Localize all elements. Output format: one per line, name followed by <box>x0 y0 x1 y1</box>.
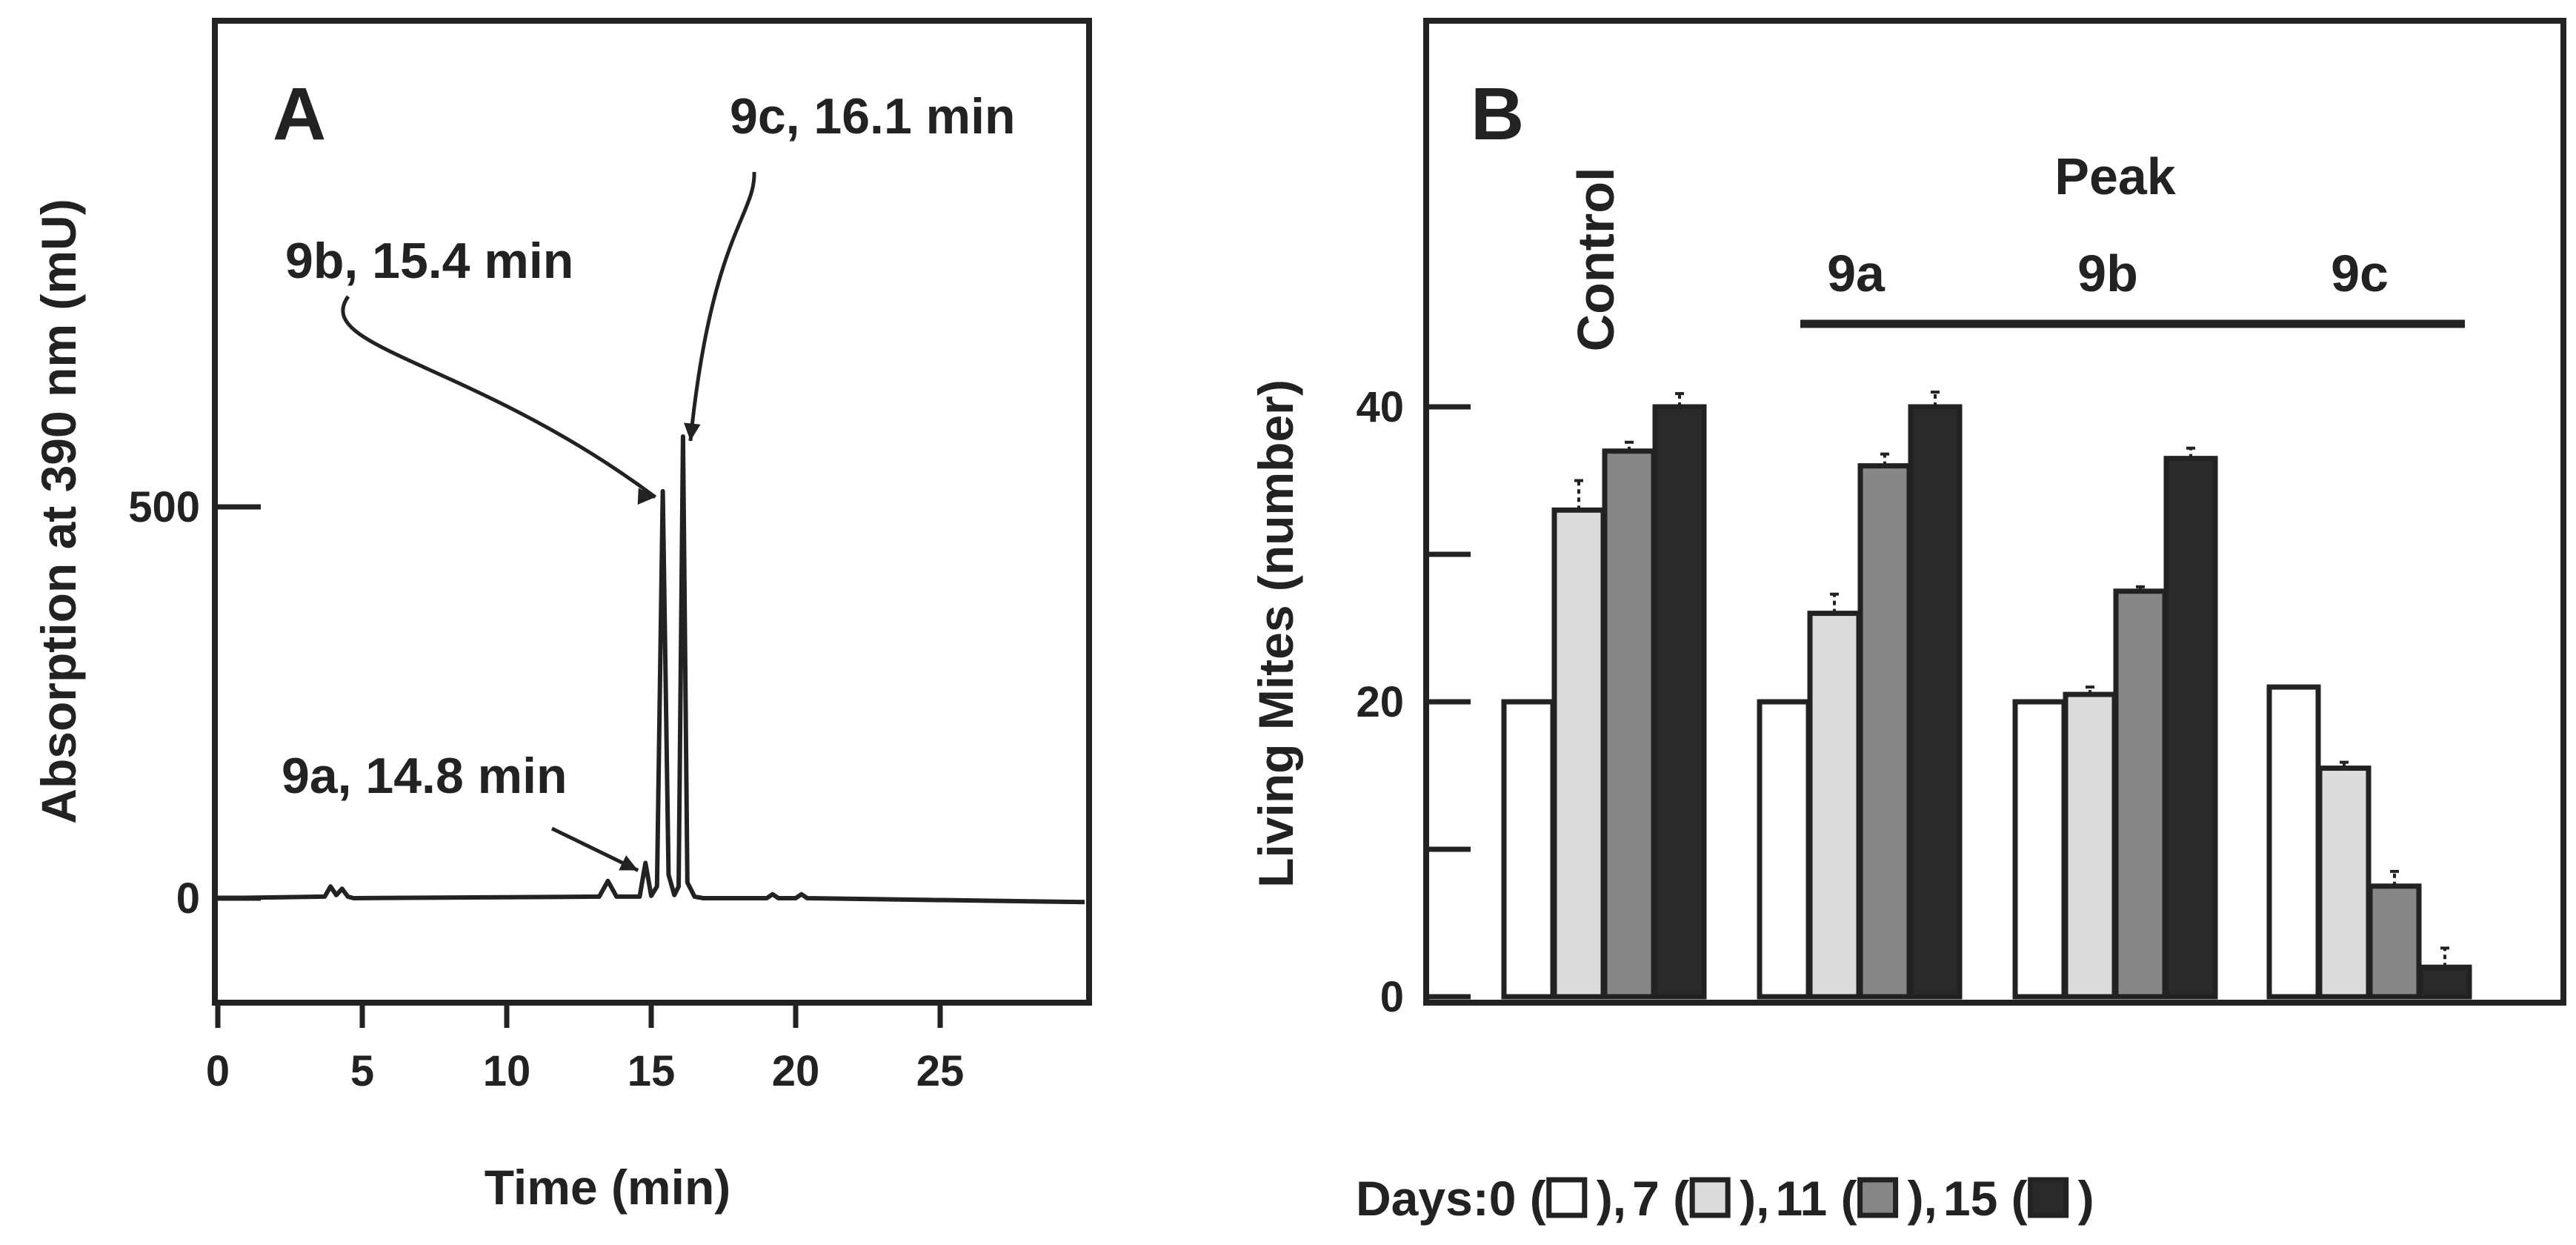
panel-a-y-tick-label: 500 <box>128 483 200 531</box>
panel-a-x-tick-label: 25 <box>916 1047 965 1095</box>
panel-a-letter: A <box>273 73 326 156</box>
panel-a-x-tick-label: 10 <box>483 1047 531 1095</box>
category-label-control: Control <box>1567 167 1625 352</box>
panel-a-y-axis-title: Absorption at 390 nm (mU) <box>31 199 86 823</box>
legend-swatch-0 <box>1546 1177 1588 1218</box>
bar-9c-day-11 <box>2367 883 2422 1000</box>
bar-9c-day-15 <box>2417 964 2472 1000</box>
peak-annotation-arrowhead <box>684 422 701 441</box>
legend-label-11: 11 ( <box>1775 1171 1857 1226</box>
peak-annotation-leader <box>688 171 756 442</box>
panel-b-bars <box>1501 404 2472 1000</box>
panel-b-y-axis-title: Living Mites (number) <box>1248 379 1303 888</box>
bar-9a-day-0 <box>1757 699 1811 1000</box>
category-label-9c: 9c <box>2331 245 2389 302</box>
bar-9b-day-15 <box>2163 456 2218 1000</box>
category-label-9a: 9a <box>1827 245 1886 302</box>
panel-b: B 0 20 40 Control Peak 9a 9b 9c Living Mit… <box>1248 18 2566 1226</box>
panel-b-frame <box>1423 18 2566 1006</box>
legend-close: ), <box>1908 1171 1951 1226</box>
panel-a-frame <box>212 18 1092 1006</box>
bar-9b-day-11 <box>2113 588 2168 1000</box>
peak-annotation-leader <box>341 295 657 499</box>
legend-text: Days: 0 (), 7 (), 11 (), 15 () <box>1356 1171 2094 1226</box>
panel-b-y-tick-label: 40 <box>1356 383 1404 431</box>
legend-swatch-15 <box>2028 1177 2069 1218</box>
bar-control-day-0 <box>1501 699 1556 1000</box>
peak-annotation-arrowhead <box>637 488 656 505</box>
bar-control-day-11 <box>1602 448 1657 1000</box>
panel-a: A 0 500 0 5 10 15 20 25 9a, 14.8 min 9b, 15.4 m… <box>31 18 1092 1215</box>
peak-annotation-label: 9a, 14.8 min <box>282 748 568 804</box>
panel-b-y-tick-label: 20 <box>1356 678 1404 726</box>
panel-b-y-tick-label: 0 <box>1380 973 1404 1021</box>
days-legend: Days: 0 (), 7 (), 11 (), 15 () <box>1356 1171 2094 1226</box>
legend-label-0: 0 ( <box>1489 1171 1546 1226</box>
panel-b-error-bars <box>1574 391 2449 968</box>
bar-9c-day-7 <box>2317 766 2372 1000</box>
panel-a-y-tick-label: 0 <box>176 874 200 923</box>
chromatogram-trace <box>217 434 1085 905</box>
panel-a-x-axis-title: Time (min) <box>485 1160 730 1215</box>
legend-close: ) <box>2078 1171 2094 1226</box>
panel-b-y-ticks: 0 20 40 <box>1356 383 1471 1021</box>
bar-9b-day-0 <box>2012 699 2067 1000</box>
panel-a-x-tick-label: 0 <box>206 1047 230 1095</box>
panel-b-letter: B <box>1471 73 1524 156</box>
panel-a-x-tick-label: 5 <box>350 1047 374 1095</box>
group-header-peak: Peak <box>2054 147 2176 205</box>
legend-swatch-11 <box>1857 1177 1899 1218</box>
bar-9b-day-7 <box>2063 691 2117 1000</box>
bar-control-day-15 <box>1652 404 1707 1000</box>
peak-annotation-arrowhead <box>619 855 639 871</box>
legend-swatch-7 <box>1689 1177 1731 1218</box>
peak-annotation-label: 9b, 15.4 min <box>285 233 573 289</box>
legend-close: ), <box>1740 1171 1783 1226</box>
category-label-9b: 9b <box>2077 245 2138 302</box>
legend-label-15: 15 ( <box>1943 1171 2028 1226</box>
peak-annotation-label: 9c, 16.1 min <box>730 88 1016 145</box>
bar-9c-day-0 <box>2266 684 2321 1000</box>
bar-control-day-7 <box>1551 507 1606 1000</box>
legend-close: ), <box>1597 1171 1640 1226</box>
bar-9a-day-7 <box>1807 611 1862 1000</box>
panel-a-x-tick-label: 20 <box>772 1047 820 1095</box>
legend-label-7: 7 ( <box>1632 1171 1689 1226</box>
bar-9a-day-11 <box>1857 463 1912 1000</box>
peak-annotations: 9a, 14.8 min 9b, 15.4 min 9c, 16.1 min <box>282 88 1016 872</box>
bar-9a-day-15 <box>1908 404 1963 1000</box>
panel-a-x-tick-label: 15 <box>628 1047 676 1095</box>
legend-prefix: Days: <box>1356 1171 1502 1226</box>
panel-a-y-ticks: 0 500 <box>128 483 261 923</box>
panel-a-x-ticks: 0 5 10 15 20 25 <box>206 1000 964 1095</box>
